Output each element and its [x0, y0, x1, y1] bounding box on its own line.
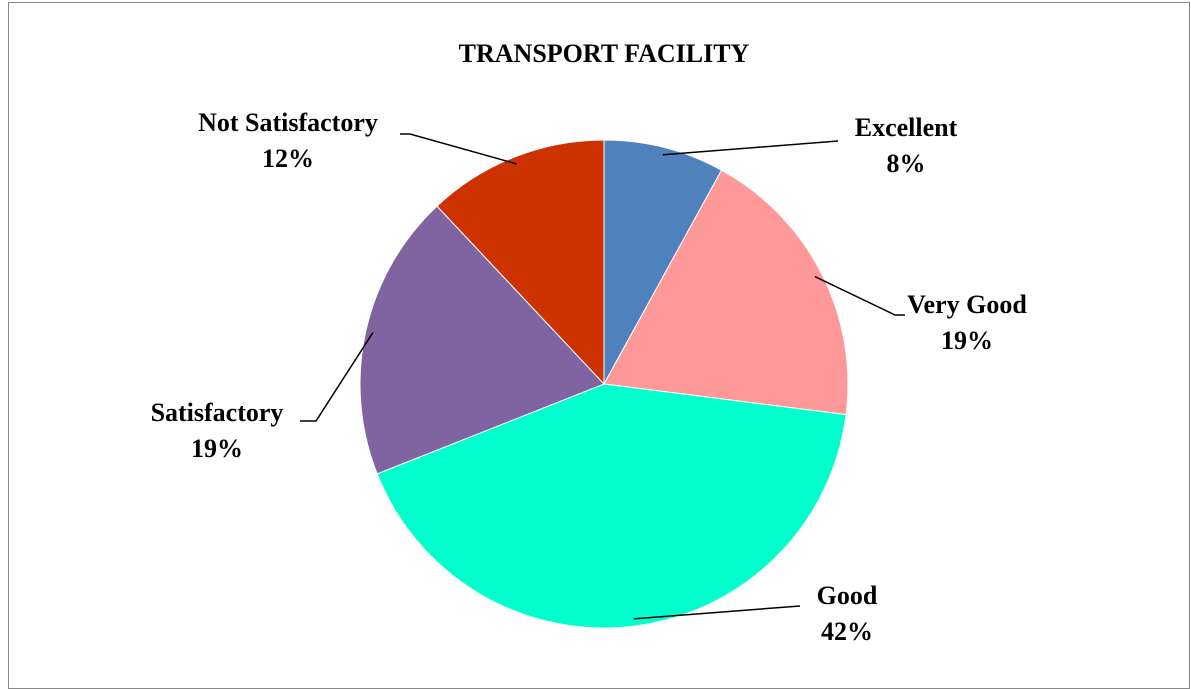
pie-slice — [376, 383, 847, 629]
slice-label: Very Good — [907, 290, 1027, 319]
slice-value-label: 19% — [191, 434, 243, 463]
slice-label: Good — [817, 581, 878, 610]
chart-title: TRANSPORT FACILITY — [459, 39, 750, 68]
slice-value-label: 12% — [262, 144, 314, 173]
pie-slice — [359, 205, 605, 475]
leader-line — [400, 133, 518, 165]
leader-line — [662, 140, 839, 156]
slice-value-label: 8% — [887, 149, 926, 178]
leader-line — [814, 275, 905, 316]
slice-label: Not Satisfactory — [198, 108, 378, 137]
pie-slice — [603, 139, 723, 385]
leader-line — [300, 331, 374, 422]
slice-value-label: 42% — [821, 617, 873, 646]
slice-label: Excellent — [855, 113, 958, 142]
leader-line — [633, 605, 801, 620]
slice-value-label: 19% — [941, 326, 993, 355]
slice-label: Satisfactory — [151, 398, 284, 427]
pie-slice — [603, 169, 849, 416]
pie-slice — [436, 139, 605, 386]
